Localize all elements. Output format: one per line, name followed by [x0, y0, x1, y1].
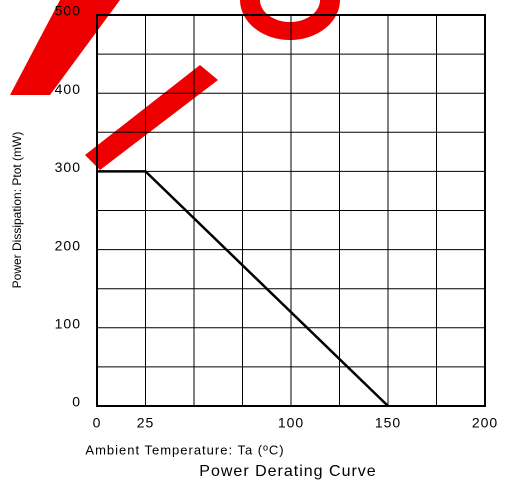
x-tick-label: 200: [472, 415, 498, 431]
x-tick-label: 150: [375, 415, 401, 431]
y-tick-label: 0: [72, 394, 81, 410]
y-tick-label: 100: [55, 316, 81, 332]
x-tick-label: 0: [93, 415, 102, 431]
y-tick-label: 500: [55, 3, 81, 19]
plot-frame: [96, 14, 486, 407]
data-line: [97, 170, 389, 407]
watermark-stroke: [85, 65, 218, 170]
y-axis-label: Power Dissipation: Ptot (mW): [10, 132, 24, 289]
chart-title: Power Derating Curve: [199, 463, 376, 480]
x-tick-label: 25: [137, 415, 155, 431]
watermark-stroke: [240, 0, 340, 40]
x-tick-label: 100: [278, 415, 304, 431]
watermark-stroke: [10, 0, 120, 95]
y-tick-label: 200: [55, 237, 81, 253]
x-axis-label: Ambient Temperature: Ta (ºC): [85, 442, 284, 457]
y-tick-label: 300: [55, 159, 81, 175]
watermark: [10, 0, 340, 170]
y-tick-label: 400: [55, 81, 81, 97]
